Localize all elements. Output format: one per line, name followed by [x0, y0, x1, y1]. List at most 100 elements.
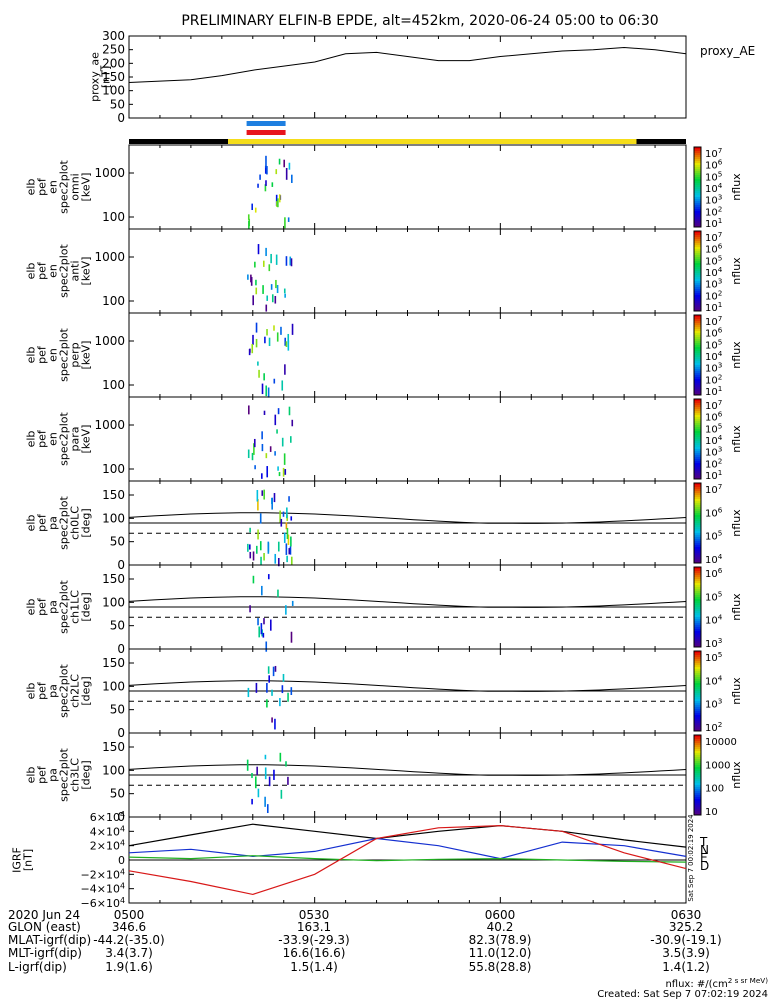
pa_ch1-cbar-seg: [694, 621, 701, 624]
pef_omni-pixel: [287, 217, 290, 222]
pa_ch0-cbar-seg: [694, 489, 701, 492]
pa_ch2-cbar-seg: [694, 703, 701, 706]
pef_perp-ylabel-3: spec2plot: [58, 328, 71, 382]
science-zone-red: [246, 130, 286, 135]
pa_ch1-cbar-seg: [694, 593, 701, 596]
pef_anti-cbar-seg: [694, 305, 701, 308]
pa_ch3-cbar-tick: 100: [705, 784, 724, 795]
pef_para-cbar-seg: [694, 461, 701, 464]
pef_omni-cbar-seg: [694, 193, 701, 196]
pef_omni-pixel: [275, 194, 278, 207]
pef_anti-cbar-seg: [694, 251, 701, 254]
pef_anti-cbar-seg: [694, 295, 701, 298]
pef_para-pixel: [274, 414, 277, 426]
pef_anti-cbar-seg: [694, 281, 701, 284]
pef_perp-cbar-seg: [694, 381, 701, 384]
pa_ch0-cbar-seg: [694, 527, 701, 530]
xaxis-glon-0: 346.6: [112, 920, 146, 934]
pef_anti-pixel: [257, 244, 260, 255]
pef_omni-cbar-seg: [694, 185, 701, 188]
pa_ch1-pixel: [269, 619, 272, 631]
pef_para-ylabel-4: para: [69, 427, 82, 452]
pef_perp-cbar-seg: [694, 387, 701, 390]
igrf-legend-E: E: [700, 851, 708, 865]
pef_para-cbar-seg: [694, 455, 701, 458]
pa_ch1-ylabel-0: elb: [25, 599, 38, 616]
pa_ch2-cbar-tick: 103: [705, 696, 722, 711]
pa_ch2-cbar-seg: [694, 675, 701, 678]
pa_ch2-cbar-tick: 102: [705, 720, 722, 735]
pa_ch2-ylabel-3: spec2plot: [58, 664, 71, 718]
pef_perp-cbar-seg: [694, 315, 701, 318]
pef_perp-pixel: [252, 334, 254, 345]
pa_ch0-ytick-label: 50: [110, 535, 125, 549]
pa_ch2-cbar-seg: [694, 711, 701, 714]
pef_anti-pixel: [265, 247, 267, 257]
pef_omni-cbar-seg: [694, 179, 701, 182]
pa_ch1-cbar-frame: [693, 566, 702, 648]
pa_ch0-pixel: [263, 553, 265, 561]
pef_omni-ytick-label: 100: [102, 210, 125, 224]
pa_ch0-pixel: [280, 518, 283, 527]
pef_omni-cbar-seg: [694, 161, 701, 164]
pef_anti-cbar-seg: [694, 309, 701, 312]
pef_omni-cbar-seg: [694, 169, 701, 172]
pef_omni-cbar-seg: [694, 187, 701, 190]
pef_omni-cbar-seg: [694, 199, 701, 202]
pef_omni-pixel: [277, 198, 279, 208]
pa_ch0-cbar-tick: 106: [705, 505, 723, 520]
pef_para-cbar-seg: [694, 427, 701, 430]
pa_ch3-pixel: [287, 776, 289, 785]
pa_ch2-cbar-frame: [693, 650, 702, 732]
pa_ch0-cbar-seg: [694, 509, 701, 512]
pa_ch0-pixel: [286, 507, 288, 519]
pa_ch0-ylabel-1: pef: [36, 513, 49, 532]
xaxis-row-label-4: L-igrf(dip): [8, 960, 67, 974]
pef_para-cbar-seg: [694, 453, 701, 456]
pa_ch3-pixel: [279, 752, 282, 762]
pef_perp-ylabel-4: perp: [69, 342, 82, 367]
pef_perp-pixel: [273, 325, 275, 331]
pa_ch0-cbar-seg: [694, 525, 701, 528]
pa_ch3-pixel: [268, 776, 271, 787]
pef_anti-cbar-seg: [694, 271, 701, 274]
proxy-ae-legend: proxy_AE: [700, 44, 755, 58]
pa_ch0-losscone-curve: [128, 512, 687, 524]
pef_omni-pixel: [276, 201, 278, 207]
pa_ch0-cbar-label: nflux: [730, 509, 743, 537]
pef_para-pixel: [284, 469, 287, 475]
pa_ch1-cbar-seg: [694, 579, 701, 582]
pa_ch2-ytick-label: 100: [102, 679, 125, 693]
pef_para-ylabel-0: elb: [25, 431, 38, 448]
pa_ch0-pixel: [283, 532, 286, 543]
pa_ch1-cbar-tick: 106: [705, 566, 723, 581]
pa_ch1-cbar-seg: [694, 615, 701, 618]
pa_ch2-cbar-seg: [694, 657, 701, 660]
pa_ch0-cbar-seg: [694, 485, 701, 488]
pef_anti-pixel: [275, 254, 278, 265]
xaxis-l-2: 55.8(28.8): [469, 960, 532, 974]
pef_para-cbar-seg: [694, 451, 701, 454]
pef_anti-ylabel-2: en: [47, 264, 60, 278]
proxy-ae-ytick-label: 200: [102, 56, 125, 70]
pa_ch1-ytick-label: 0: [117, 642, 125, 656]
pa_ch0-ytick-label: 100: [102, 511, 125, 525]
pef_perp-cbar-seg: [694, 331, 701, 334]
proxy-ae-ylabel-0: proxy_ae: [89, 52, 102, 102]
pef_anti-cbar-frame: [693, 230, 702, 312]
igrf-legend-N: N: [700, 843, 709, 857]
pa_ch1-ylabel-2: pa: [47, 600, 60, 614]
proxy-ae-ytick-label: 300: [102, 29, 125, 43]
footer-created: Created: Sat Sep 7 07:02:19 2024: [597, 989, 768, 1000]
pa_ch1-cbar-seg: [694, 601, 701, 604]
pef_omni-pixel: [248, 220, 250, 229]
pa_ch3-ytick-label: 0: [117, 810, 125, 824]
pa_ch2-cbar-seg: [694, 671, 701, 674]
pef_perp-cbar-frame: [693, 314, 702, 396]
pa_ch3-cbar-seg: [694, 769, 701, 772]
pef_para-pixel: [247, 449, 250, 459]
pef_para-pixel: [254, 465, 256, 470]
pa_ch0-cbar-seg: [694, 553, 701, 556]
pef_omni-cbar-seg: [694, 201, 701, 204]
pa_ch2-cbar-seg: [694, 655, 701, 658]
